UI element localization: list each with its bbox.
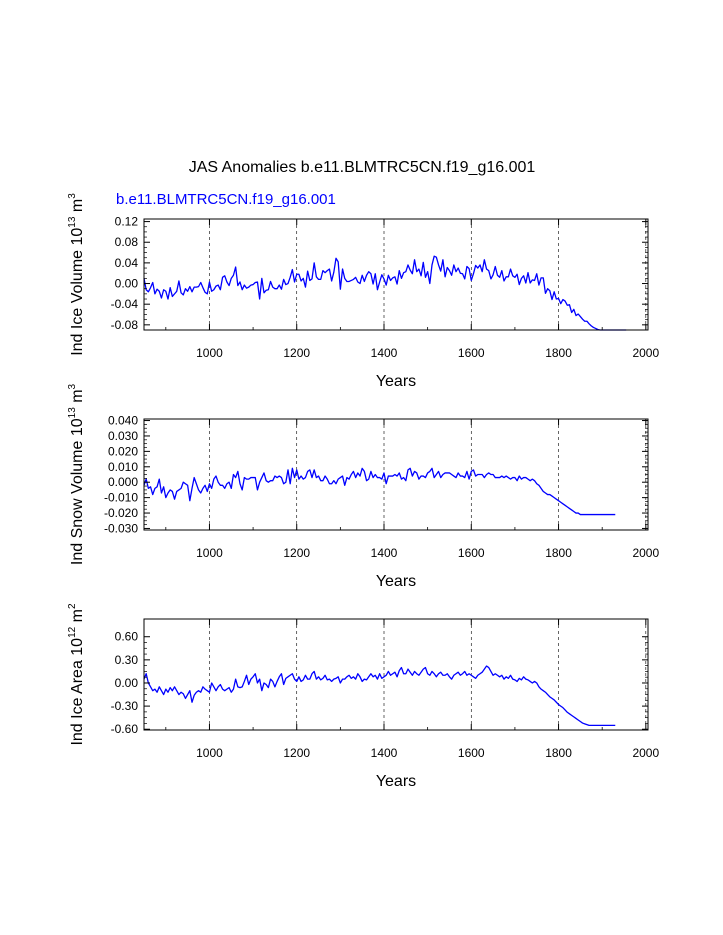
panel-2-ytick-label-0: -0.030 — [104, 521, 138, 535]
panel-3: 1000 1200 1400 1600 1800 2000 -0.60 -0.30 0.00 0.… — [67, 603, 659, 790]
panel-3-ytick-label-1: -0.30 — [111, 699, 139, 713]
panel-1-ytick-label-3: 0.04 — [115, 256, 139, 270]
panel-3-xtick-label-1200: 1200 — [283, 746, 310, 760]
panel-3-ytick-label-2: 0.00 — [115, 676, 139, 690]
panel-1-xtick-label-1800: 1800 — [545, 346, 572, 360]
panel-3-xtick-label-1600: 1600 — [458, 746, 485, 760]
panel-1-frame — [143, 218, 649, 331]
panel-2-ytick-label-6: 0.030 — [108, 429, 138, 443]
panel-1-ytick-label-0: -0.08 — [111, 318, 139, 332]
panel-1-ylabel: Ind Ice Volume 1013 m3 — [67, 193, 86, 356]
panel-3-ytick-label-3: 0.30 — [115, 653, 139, 667]
panel-2-xtick-label-1400: 1400 — [371, 546, 398, 560]
panel-2-xtick-label-1200: 1200 — [283, 546, 310, 560]
panel-1-ytick-label-5: 0.12 — [115, 215, 139, 229]
panel-3-ylabel: Ind Ice Area 1012 m2 — [67, 603, 86, 746]
panel-1-series-line — [143, 255, 627, 331]
panel-1-xlabel: Years — [376, 373, 416, 390]
panel-3-xtick-label-2000: 2000 — [632, 746, 659, 760]
panel-1-xtick-label-1600: 1600 — [458, 346, 485, 360]
panel-2-ytick-label-7: 0.040 — [108, 414, 138, 428]
chart-subtitle: b.e11.BLMTRC5CN.f19_g16.001 — [116, 191, 336, 208]
panel-3-ytick-label-0: -0.60 — [111, 722, 139, 736]
panel-2: 1000 1200 1400 1600 1800 2000 -0.030-0.020-0.0… — [67, 383, 659, 590]
panel-2-ytick-label-1: -0.020 — [104, 506, 138, 520]
panel-3-xlabel: Years — [376, 773, 416, 790]
panel-2-ylabel: Ind Snow Volume 1013 m3 — [67, 383, 86, 565]
panel-1-xtick-label-2000: 2000 — [632, 346, 659, 360]
panel-2-xtick-label-1600: 1600 — [458, 546, 485, 560]
panel-2-xtick-label-2000: 2000 — [632, 546, 659, 560]
panel-3-xtick-label-1400: 1400 — [371, 746, 398, 760]
panel-1-xtick-label-1200: 1200 — [283, 346, 310, 360]
panel-1-ytick-label-1: -0.04 — [111, 297, 139, 311]
panels-group: 1000 1200 1400 1600 1800 2000 -0.08 -0.04 0.00 0.… — [67, 193, 659, 790]
panel-2-ytick-label-5: 0.020 — [108, 444, 138, 458]
panel-1: 1000 1200 1400 1600 1800 2000 -0.08 -0.04 0.00 0.… — [67, 193, 659, 390]
panel-2-series-line — [143, 467, 616, 516]
panel-1-xtick-label-1000: 1000 — [196, 346, 223, 360]
panel-2-ytick-label-4: 0.010 — [108, 460, 138, 474]
panel-1-xtick-label-1400: 1400 — [371, 346, 398, 360]
panel-3-xtick-label-1000: 1000 — [196, 746, 223, 760]
panel-1-ytick-label-4: 0.08 — [115, 235, 139, 249]
panel-3-xtick-label-1800: 1800 — [545, 746, 572, 760]
panel-2-ytick-label-3: 0.000 — [108, 475, 138, 489]
panel-2-xtick-label-1800: 1800 — [545, 546, 572, 560]
panel-3-series-line — [143, 665, 616, 727]
chart-title: JAS Anomalies b.e11.BLMTRC5CN.f19_g16.00… — [189, 159, 536, 176]
panel-3-frame — [143, 618, 649, 731]
panel-3-ytick-label-4: 0.60 — [115, 630, 139, 644]
panel-2-xlabel: Years — [376, 573, 416, 590]
panel-2-xtick-label-1000: 1000 — [196, 546, 223, 560]
panel-1-ytick-label-2: 0.00 — [115, 277, 139, 291]
panel-2-ytick-label-2: -0.010 — [104, 491, 138, 505]
